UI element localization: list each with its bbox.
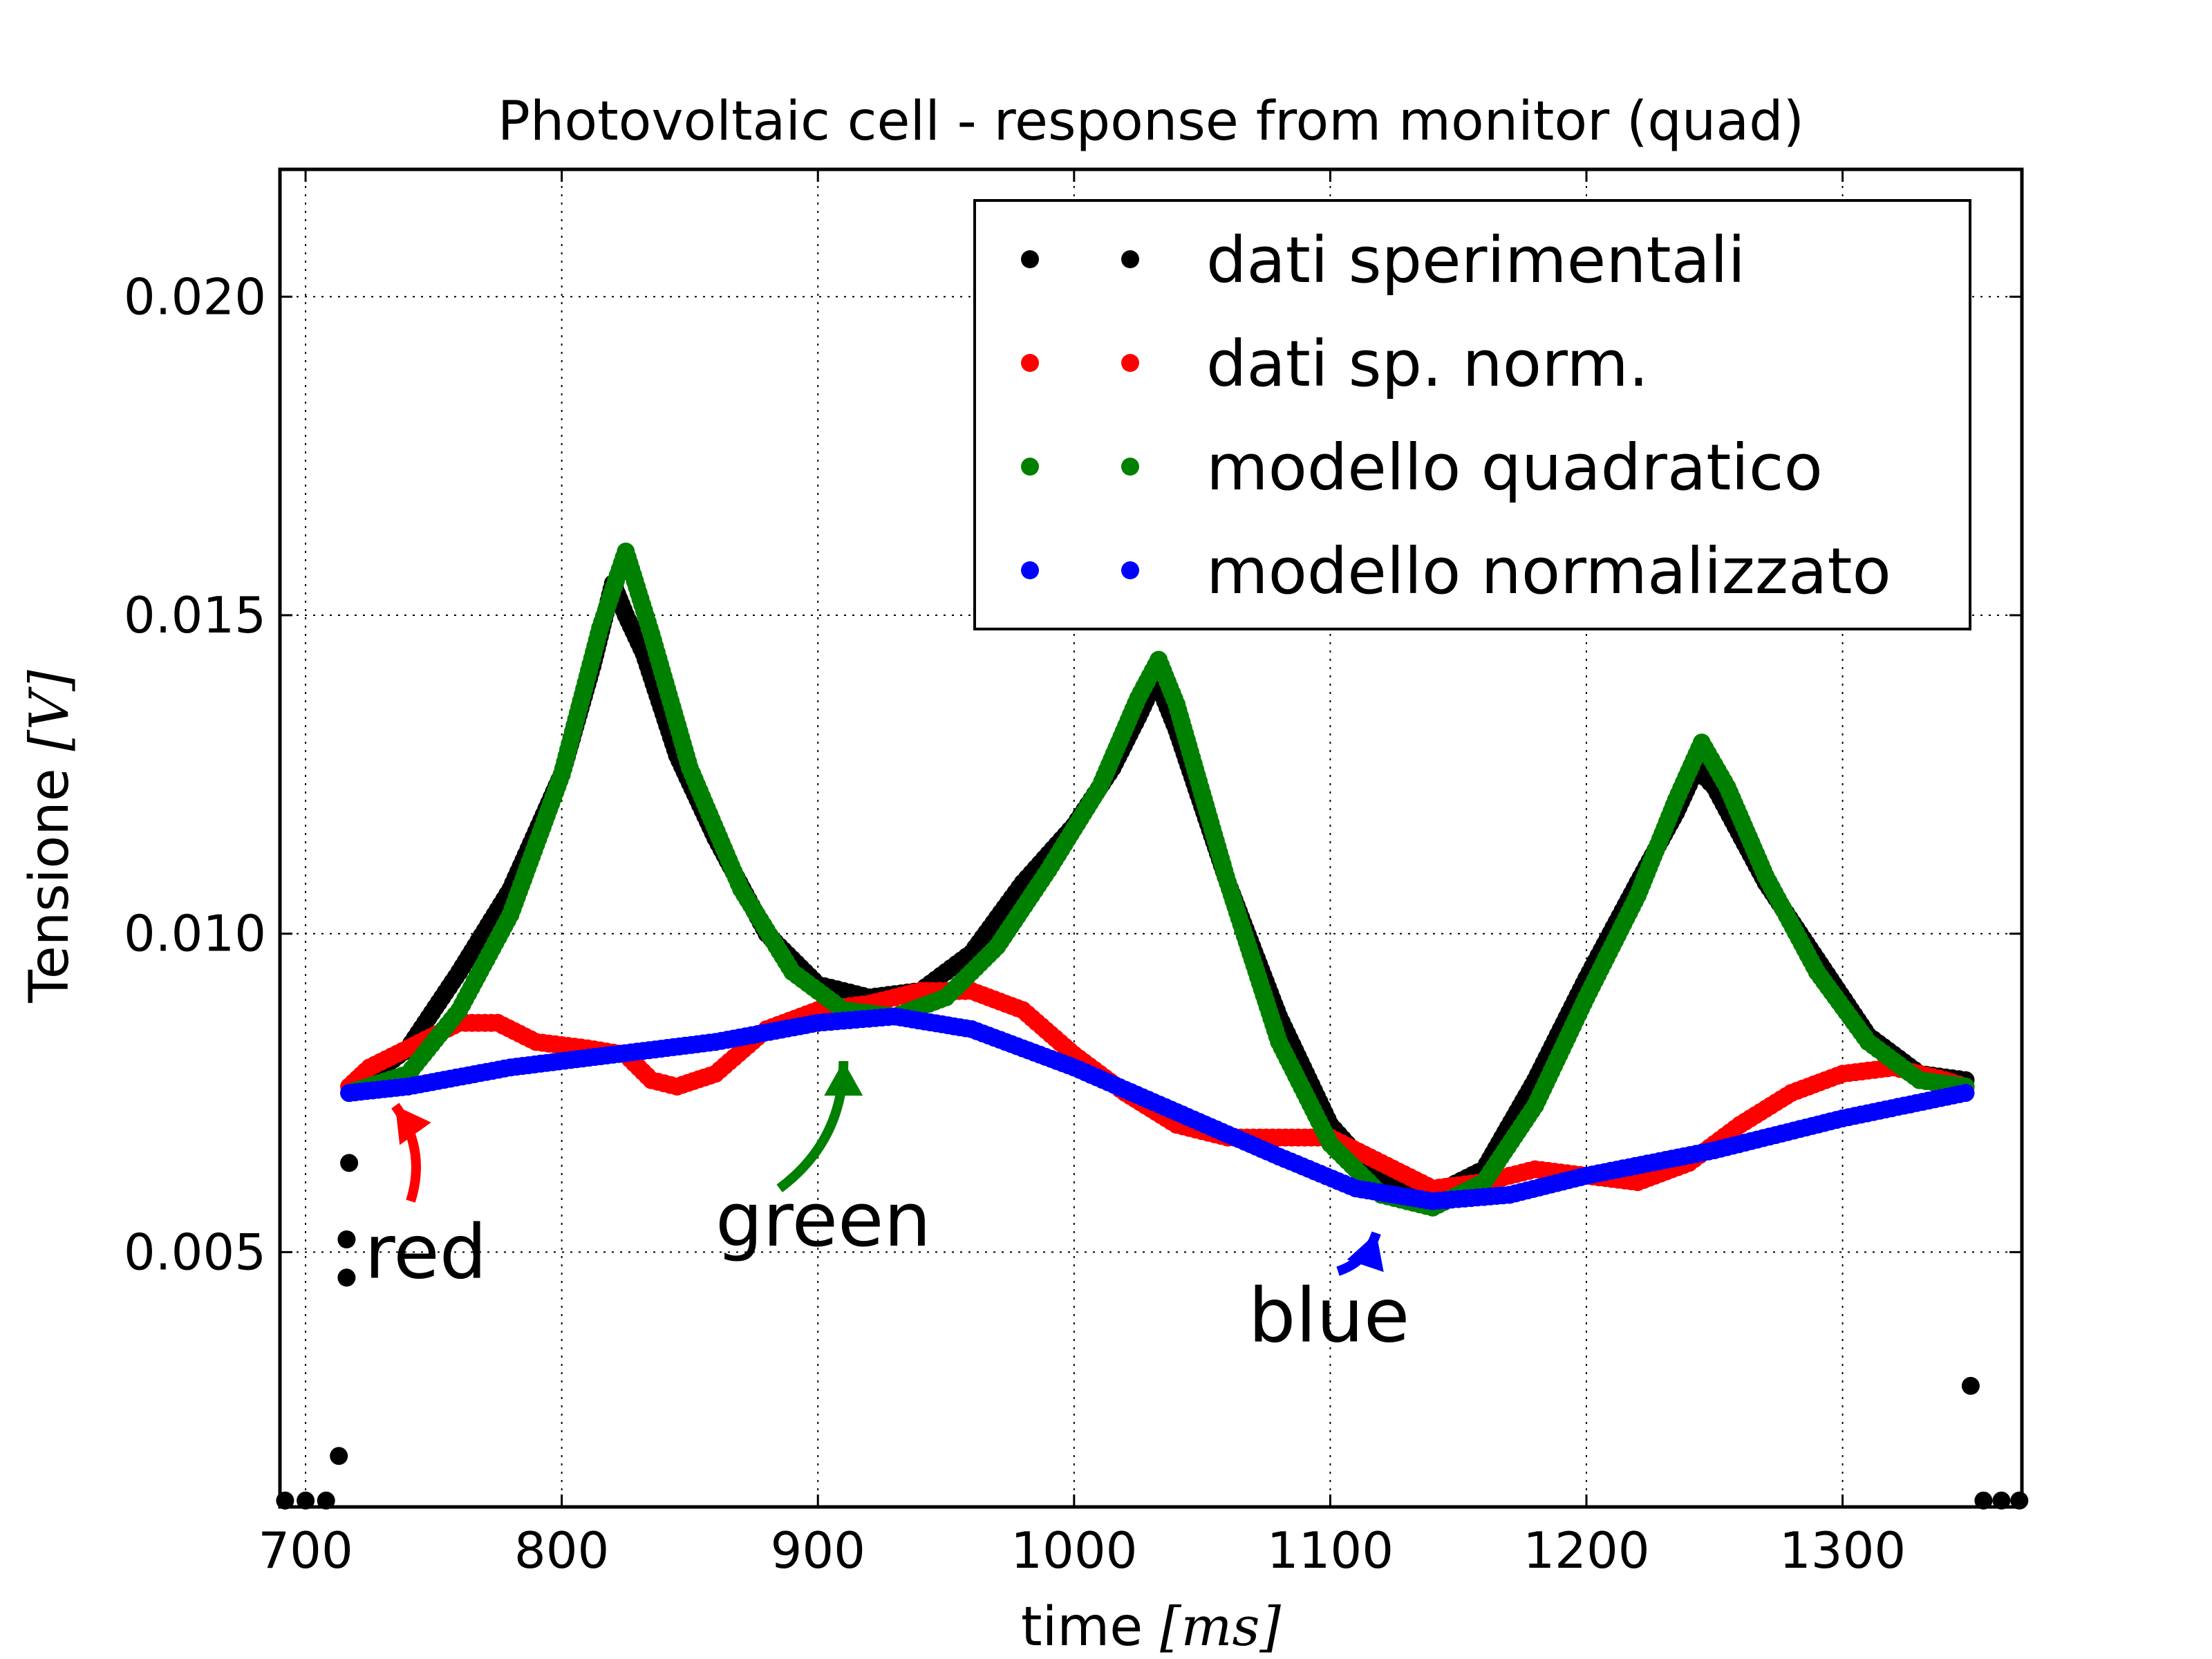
annotation-arrowhead [824,1061,863,1096]
data-point [1956,1084,1975,1103]
annotation-arrowhead [1347,1232,1384,1273]
annotation-label: green [715,1177,931,1264]
legend-marker [1021,561,1039,579]
x-tick-label: 1000 [1011,1521,1137,1580]
legend-marker [1121,250,1139,268]
series-layer [276,542,2029,1510]
y-axis-label: Tensione [V] [19,670,81,1004]
x-tick-label: 700 [258,1521,353,1580]
x-axis-label-unit: [ms] [1160,1596,1281,1658]
x-axis-label: time [ms] [1021,1596,1281,1658]
legend-item: modello normalizzato [1021,534,1891,608]
y-tick-label: 0.020 [124,268,266,326]
x-tick-label: 800 [514,1521,609,1580]
outlier-point [337,1230,356,1248]
chart-title: Photovoltaic cell - response from monito… [498,91,1804,153]
annotation-arrowhead [395,1105,431,1145]
outlier-point [1974,1491,1993,1510]
y-axis-label-unit: [V] [19,670,81,751]
x-tick-label: 900 [771,1521,865,1580]
x-tick-label: 1200 [1523,1521,1649,1580]
y-tick-label: 0.015 [124,586,266,644]
legend: dati sperimentali dati sp. norm. modello q… [973,199,1971,630]
outlier-point [330,1447,348,1465]
outlier-point [337,1268,356,1287]
legend-item: dati sp. norm. [1021,327,1649,401]
legend-marker [1121,354,1139,372]
legend-marker [1121,458,1139,476]
legend-marker [1121,561,1139,579]
annotations: red green blue [364,1060,1409,1359]
legend-label: modello quadratico [1206,431,1823,505]
x-tick-label: 1100 [1267,1521,1394,1580]
legend-marker [1021,458,1039,476]
legend-marker [1021,354,1039,372]
annotation-label: red [364,1209,487,1295]
y-tick-label: 0.010 [124,905,266,963]
series-2 [340,542,1975,1217]
y-tick-label: 0.005 [124,1223,266,1281]
ticks [280,169,2022,1507]
annotation-label: blue [1248,1273,1409,1359]
outlier-point [340,1154,359,1172]
series-1 [340,982,1975,1198]
y-axis-label-text: Tensione [19,768,81,1003]
legend-item: modello quadratico [1021,431,1823,505]
legend-label: dati sp. norm. [1206,327,1649,401]
legend-box [973,199,1971,630]
outlier-point [1992,1491,2011,1510]
outlier-point [1961,1376,1980,1395]
legend-marker [1021,250,1039,268]
legend-label: modello normalizzato [1206,534,1891,608]
outlier-point [2010,1491,2029,1510]
outlier-point [317,1491,335,1510]
x-axis-label-text: time [1021,1596,1143,1658]
plot-frame [278,167,2024,1509]
x-tick-label: 1300 [1779,1521,1906,1580]
legend-label: dati sperimentali [1206,223,1745,297]
series-3 [340,1007,1975,1210]
legend-item: dati sperimentali [1021,223,1745,297]
tick-labels: 700 800 900 1000 1100 1200 1300 0.005 0.010 0.015… [124,268,1906,1580]
